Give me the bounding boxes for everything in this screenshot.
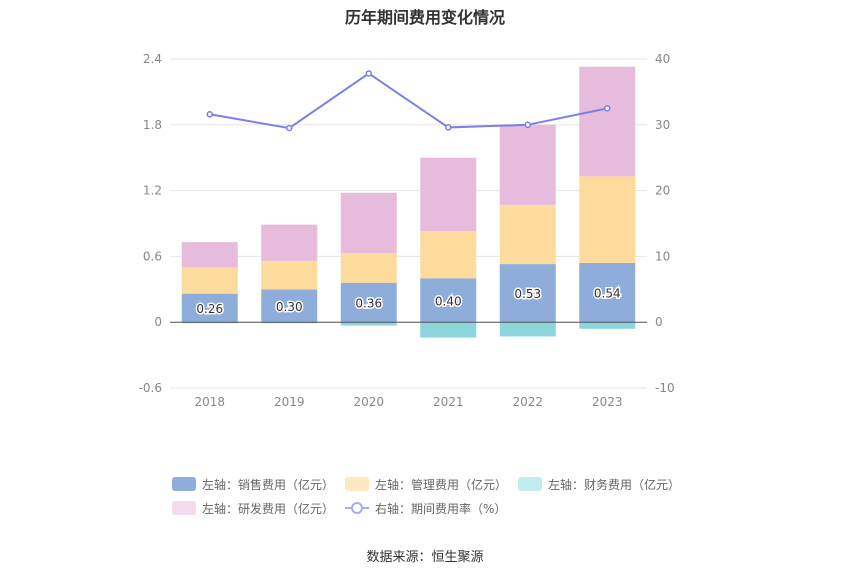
bar-sales xyxy=(181,293,238,323)
left-tick-label: 1.8 xyxy=(143,118,162,132)
bar-sales xyxy=(261,289,318,323)
bar-finance xyxy=(499,322,556,337)
rate-point xyxy=(524,121,531,129)
legend-label-rd: 左轴：研发费用（亿元） xyxy=(202,501,335,516)
rate-line xyxy=(209,72,608,130)
left-tick-label: 0.6 xyxy=(143,249,162,263)
chart-plot: 2.4 1.8 1.2 0.6 0 -0.6 40 30 20 10 0 -10 2018 2019 202… xyxy=(139,52,675,409)
legend-label-sales: 左轴：销售费用（亿元） xyxy=(202,477,335,492)
left-tick-label: -0.6 xyxy=(139,381,162,395)
bar-admin xyxy=(420,231,477,279)
bar-admin xyxy=(499,204,556,265)
bar-sales xyxy=(340,282,397,323)
bar-admin xyxy=(579,176,636,263)
legend-item-rate[interactable]: 右轴：期间费用率（%） xyxy=(345,500,518,517)
legend-swatch-admin xyxy=(345,477,369,491)
x-tick-label: 2021 xyxy=(433,395,464,409)
rate-point xyxy=(206,111,213,118)
bar-rd xyxy=(340,192,397,254)
right-tick-label: 40 xyxy=(655,52,670,66)
bar-finance xyxy=(420,322,477,338)
bar-sales xyxy=(499,264,556,323)
x-tick-label: 2022 xyxy=(512,395,543,409)
legend-swatch-finance xyxy=(518,477,542,491)
x-tick-label: 2018 xyxy=(194,395,225,409)
left-tick-label: 2.4 xyxy=(143,52,162,66)
legend-swatch-sales xyxy=(172,477,196,491)
x-tick-label: 2020 xyxy=(353,395,384,409)
bar-finance xyxy=(181,322,238,324)
legend-item-admin[interactable]: 左轴：管理费用（亿元） xyxy=(345,476,518,493)
legend-item-finance[interactable]: 左轴：财务费用（亿元） xyxy=(518,476,691,493)
rate-point xyxy=(286,124,293,132)
data-source: 数据来源：恒生聚源 xyxy=(366,550,484,565)
bar-admin xyxy=(181,267,238,294)
data-label: 0.40 xyxy=(435,294,462,308)
rate-point xyxy=(445,124,452,131)
bar-rd xyxy=(261,224,318,261)
right-tick-label: 20 xyxy=(655,184,670,198)
x-tick-label: 2023 xyxy=(592,395,623,409)
data-label: 0.54 xyxy=(594,287,621,301)
right-tick-label: 10 xyxy=(655,249,670,263)
data-label: 0.26 xyxy=(196,302,223,316)
bar-rd xyxy=(420,157,477,232)
data-label: 0.30 xyxy=(276,300,303,314)
legend-item-sales[interactable]: 左轴：销售费用（亿元） xyxy=(172,476,345,493)
bar-admin xyxy=(261,260,318,290)
bar-rd xyxy=(499,124,556,205)
legend: 左轴：销售费用（亿元） 左轴：管理费用（亿元） 左轴：财务费用（亿元） 左轴：研… xyxy=(172,472,692,520)
bar-finance xyxy=(340,322,397,326)
bar-finance xyxy=(261,322,318,324)
legend-swatch-rd xyxy=(172,501,196,515)
bar-sales xyxy=(420,278,477,323)
bar-rd xyxy=(579,66,636,177)
bar-finance xyxy=(579,322,636,329)
right-tick-label: 0 xyxy=(655,315,663,329)
data-label: 0.53 xyxy=(514,287,541,301)
x-tick-label: 2019 xyxy=(274,395,305,409)
rate-point xyxy=(604,105,611,112)
left-tick-label: 0 xyxy=(154,315,162,329)
legend-swatch-rate xyxy=(345,502,369,514)
legend-item-rd[interactable]: 左轴：研发费用（亿元） xyxy=(172,500,345,517)
bar-admin xyxy=(340,253,397,283)
bar-rd xyxy=(181,242,238,268)
left-tick-label: 1.2 xyxy=(143,184,162,198)
legend-label-finance: 左轴：财务费用（亿元） xyxy=(548,477,681,492)
data-label: 0.36 xyxy=(355,296,382,310)
bar-sales xyxy=(579,262,636,323)
legend-label-rate: 右轴：期间费用率（%） xyxy=(375,501,507,516)
chart-title: 历年期间费用变化情况 xyxy=(344,8,505,27)
rate-point xyxy=(365,70,372,77)
right-tick-label: -10 xyxy=(655,381,675,395)
right-tick-label: 30 xyxy=(655,118,670,132)
legend-label-admin: 左轴：管理费用（亿元） xyxy=(375,477,508,492)
